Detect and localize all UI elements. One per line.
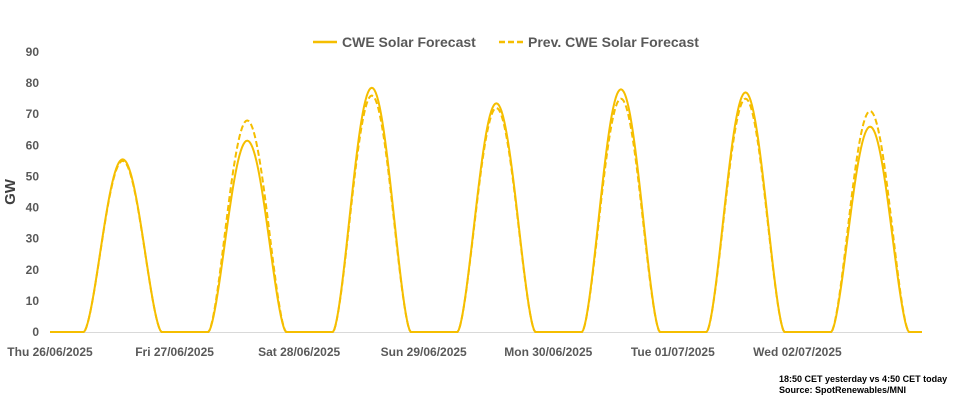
y-tick-label: 80: [26, 76, 40, 90]
x-tick-label: Sun 29/06/2025: [381, 345, 467, 359]
y-axis-label: GW: [2, 178, 19, 205]
legend: CWE Solar Forecast Prev. CWE Solar Foreca…: [313, 34, 699, 50]
y-tick-label: 70: [26, 107, 40, 121]
x-tick-label: Wed 02/07/2025: [753, 345, 842, 359]
y-tick-label: 0: [32, 325, 39, 339]
y-tick-label: 50: [26, 169, 40, 183]
current-forecast-line: [50, 86, 922, 333]
y-tick-label: 10: [26, 294, 40, 308]
x-tick-label: Sat 28/06/2025: [258, 345, 340, 359]
y-tick-label: 90: [26, 45, 40, 59]
y-tick-label: 40: [26, 201, 40, 215]
source-note: Source: SpotRenewables/MNI: [779, 385, 907, 395]
x-tick-label: Thu 26/06/2025: [7, 345, 93, 359]
x-tick-label: Fri 27/06/2025: [135, 345, 214, 359]
axis-layer: 0 10 20 30 40 50 60 70 80 90 GW Thu 26/06/2025 Fri 2…: [2, 45, 922, 359]
x-tick-label: Tue 01/07/2025: [631, 345, 715, 359]
y-tick-label: 20: [26, 263, 40, 277]
y-tick-label: 30: [26, 232, 40, 246]
y-tick-label: 60: [26, 138, 40, 152]
legend-label: Prev. CWE Solar Forecast: [528, 34, 699, 50]
legend-label: CWE Solar Forecast: [342, 34, 476, 50]
comparison-note: 18:50 CET yesterday vs 4:50 CET today: [779, 374, 948, 384]
series-layer: [50, 86, 922, 333]
x-tick-label: Mon 30/06/2025: [504, 345, 592, 359]
